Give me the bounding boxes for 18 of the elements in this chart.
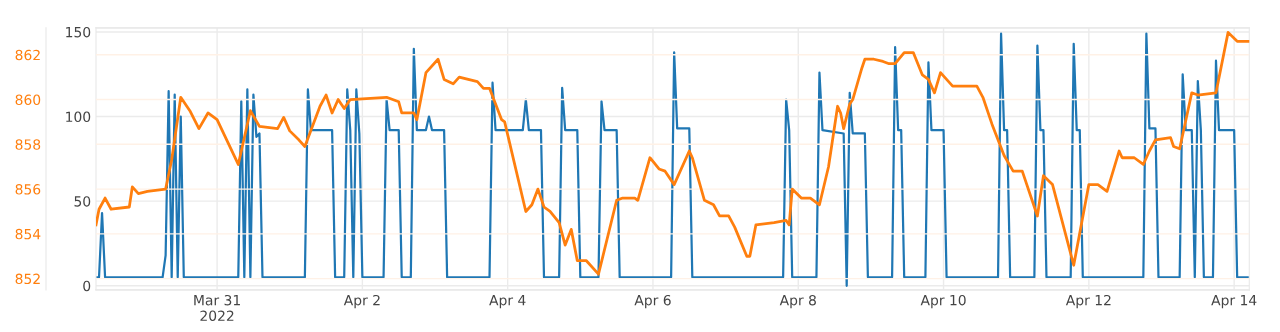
x-tick-label: Mar 31 2022 [194,294,240,321]
x-tick-label: Apr 2 [343,294,380,309]
y2-tick-label: 862 [15,49,40,61]
x-tick-label: Apr 4 [489,295,526,309]
x-tick-label: Apr 12 [1065,294,1111,309]
y2-tick-label: 854 [15,228,41,240]
y2-tick-label: 858 [15,139,41,150]
y-tick-label: 0 [83,280,91,292]
y-tick-label: 100 [66,111,91,123]
x-tick-label: Apr 6 [634,294,671,309]
y2-tick-label: 852 [15,273,40,285]
y-tick-label: 50 [74,196,91,207]
x-tick-label: Apr 14 [1211,295,1257,309]
y2-tick-label: 856 [15,184,41,195]
y-tick-label: 150 [66,26,91,38]
y2-tick-label: 860 [15,94,41,106]
x-tick-label: Apr 10 [920,294,966,309]
x-tick-label: Apr 8 [779,294,816,309]
